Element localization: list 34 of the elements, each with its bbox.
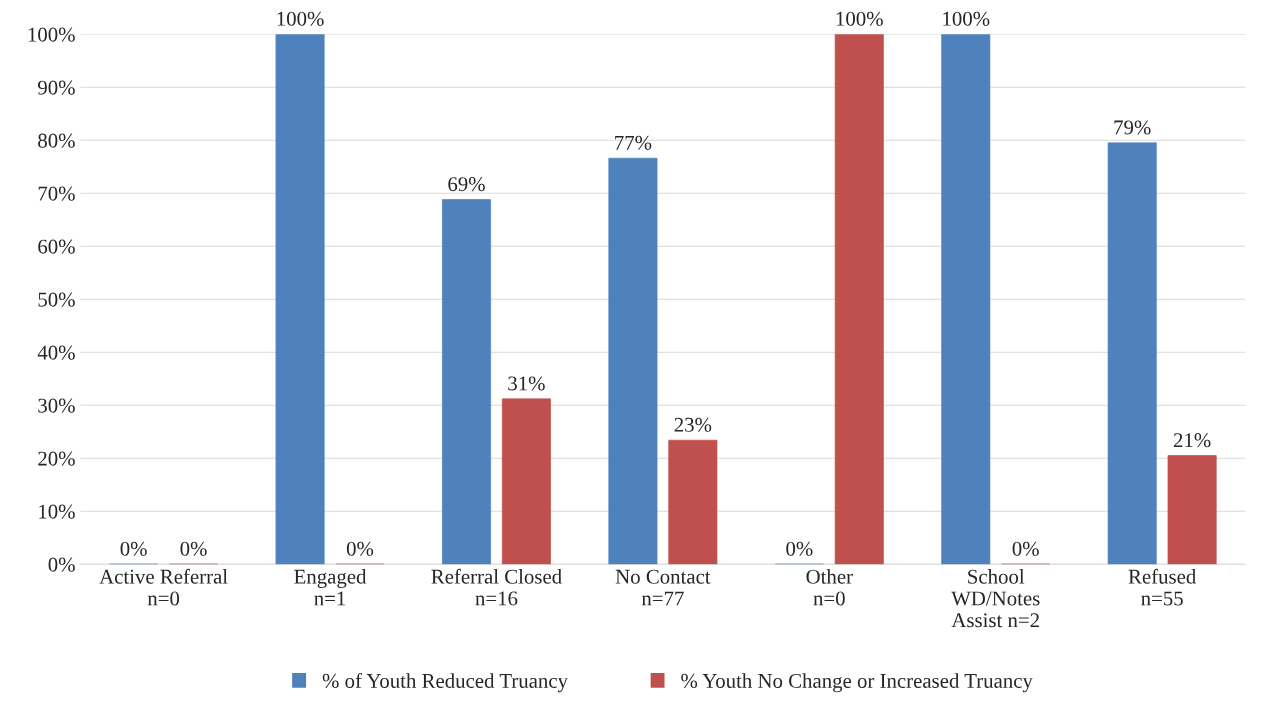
- legend-label: % of Youth Reduced Truancy: [322, 673, 568, 693]
- data-label: 0%: [346, 541, 374, 556]
- x-tick-label: Active Referral n=0: [99, 568, 228, 606]
- y-tick-label: 60%: [38, 239, 75, 254]
- data-label: 31%: [508, 376, 545, 391]
- y-tick-label: 10%: [39, 504, 75, 519]
- x-tick-label: Refused n=55: [1128, 568, 1197, 606]
- x-tick-label: School WD/Notes Assist n=2: [951, 569, 1040, 628]
- y-tick-label: 20%: [38, 451, 75, 466]
- data-label: 0%: [786, 541, 813, 556]
- y-tick-label: 0%: [48, 557, 75, 572]
- y-tick-label: 100%: [28, 27, 75, 42]
- x-tick-label: Referral Closed n=16: [431, 568, 562, 606]
- y-tick-label: 50%: [38, 292, 75, 307]
- data-label: 0%: [1012, 541, 1039, 556]
- data-label: 100%: [277, 11, 324, 26]
- data-label: 23%: [674, 417, 712, 432]
- data-label: 100%: [943, 11, 990, 26]
- legend-label: % Youth No Change or Increased Truancy: [681, 673, 1033, 693]
- data-label: 100%: [836, 11, 883, 26]
- x-tick-label: No Contact n=77: [615, 569, 711, 606]
- data-label: 0%: [180, 541, 207, 556]
- y-tick-label: 70%: [38, 186, 75, 201]
- data-label: 77%: [615, 135, 652, 150]
- y-tick-label: 90%: [38, 80, 75, 95]
- x-tick-label: Other n=0: [806, 569, 853, 606]
- y-tick-label: 80%: [38, 133, 75, 148]
- data-label: 21%: [1173, 433, 1211, 448]
- y-tick-label: 40%: [37, 345, 75, 360]
- data-label: 69%: [448, 177, 485, 192]
- y-tick-label: 30%: [38, 398, 75, 413]
- x-tick-label: Engaged n=1: [294, 569, 367, 606]
- data-label: 0%: [120, 541, 147, 556]
- data-label: 79%: [1114, 120, 1151, 135]
